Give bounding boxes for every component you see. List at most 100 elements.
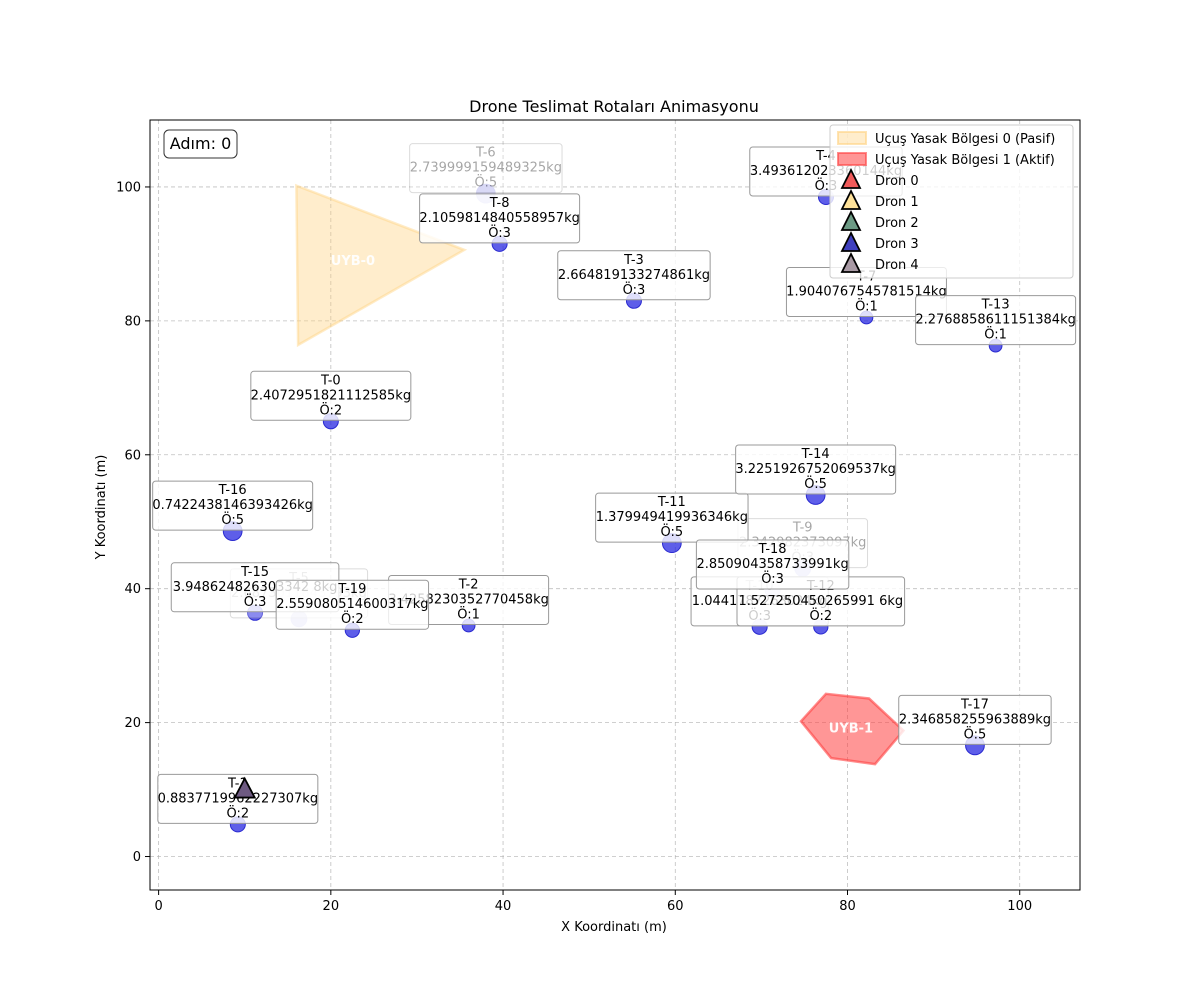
delivery-label-text: Ö:3: [761, 570, 784, 587]
x-tick-label: 40: [495, 899, 512, 914]
delivery-label-box: [898, 694, 1052, 745]
delivery-label-text: T-0: [320, 373, 341, 388]
delivery-label-text: T-18: [758, 542, 787, 557]
legend-drone-icon: [840, 209, 862, 231]
no-fly-zone: [295, 183, 468, 348]
y-tick-label: 100: [116, 180, 141, 195]
legend-drone-label: Dron 1: [875, 195, 919, 210]
delivery-label-text: T-11: [657, 495, 686, 510]
legend-drone-icon: [840, 251, 862, 273]
delivery-label-text: T-19: [337, 582, 366, 597]
delivery-label-text: Ö:5: [804, 475, 827, 492]
x-tick-label: 20: [323, 899, 340, 914]
step-indicator-box: [163, 129, 238, 159]
delivery-label-box: [152, 480, 314, 531]
step-indicator: Adım: 0: [163, 129, 238, 159]
delivery-label-box: [409, 143, 563, 194]
delivery-label-text: T-8: [489, 196, 510, 211]
legend-drone-icon: [840, 230, 862, 252]
y-tick-label: 20: [124, 716, 141, 731]
legend-drone-label: Dron 0: [875, 174, 919, 189]
legend-drone-label: Dron 2: [875, 216, 919, 231]
delivery-label-text: Ö:3: [244, 593, 267, 610]
x-axis-label: X Koordinatı (m): [561, 920, 667, 935]
delivery-label-text: 2.1059814840558957kg: [419, 211, 580, 226]
delivery-label-box: [250, 370, 412, 421]
delivery-label-text: T-14: [801, 447, 830, 462]
plot-frame: [149, 119, 1081, 891]
delivery-label-text: 2.739999159489325kg: [410, 161, 562, 176]
delivery-label-text: Ö:2: [809, 607, 832, 624]
delivery-label-text: 2.664819133274861kg: [558, 268, 710, 283]
delivery-label-text: Ö:5: [964, 725, 987, 742]
legend-zone-label: Uçuş Yasak Bölgesi 0 (Pasif): [875, 132, 1055, 147]
delivery-label-text: T-2: [458, 578, 479, 593]
y-tick-label: 80: [124, 314, 141, 329]
delivery-label-text: Ö:2: [320, 401, 343, 418]
delivery-label-text: 3.2251926752069537kg: [735, 462, 896, 477]
delivery-label-text: T-16: [218, 483, 247, 498]
delivery-label-box: [419, 193, 581, 244]
legend-drone-label: Dron 4: [875, 258, 919, 273]
delivery-label-text: T-3: [623, 253, 644, 268]
legend-drone-icon: [840, 167, 862, 189]
y-tick-label: 40: [124, 582, 141, 597]
legend-zone-swatch: [837, 152, 867, 166]
delivery-label-text: 2.2768858611151384kg: [915, 313, 1076, 328]
delivery-label-text: Ö:1: [984, 326, 1007, 343]
legend-zone-swatch: [837, 131, 867, 145]
delivery-label-text: Ö:2: [341, 610, 364, 627]
delivery-label-box: [275, 579, 430, 630]
legend-zone-label: Uçuş Yasak Bölgesi 1 (Aktif): [875, 153, 1055, 168]
delivery-label-box: [735, 444, 897, 495]
x-tick-label: 80: [839, 899, 856, 914]
legend-drone-label: Dron 3: [875, 237, 919, 252]
delivery-label-text: Ö:5: [475, 174, 498, 191]
delivery-label-text: 1.9040767545781514kg: [786, 285, 947, 300]
delivery-label-text: Ö:3: [488, 224, 511, 241]
y-tick-label: 0: [133, 850, 141, 865]
delivery-label-box: [157, 773, 319, 824]
drone-marker: [233, 776, 257, 799]
delivery-label-text: 1.379949419936346kg: [596, 510, 748, 525]
delivery-label-text: T-6: [475, 146, 496, 161]
delivery-label-text: T-15: [240, 565, 269, 580]
x-tick-label: 60: [667, 899, 684, 914]
legend: Uçuş Yasak Bölgesi 0 (Pasif) Uçuş Yasak B…: [829, 124, 1074, 279]
delivery-label-text: 1.527250450265991 6kg: [738, 594, 903, 609]
x-tick-label: 100: [1007, 899, 1032, 914]
legend-drone-icon: [840, 188, 862, 210]
delivery-label-text: 2.4072951821112585kg: [251, 388, 412, 403]
delivery-label-box: [557, 250, 711, 301]
delivery-label-text: T-13: [981, 298, 1010, 313]
chart-title: Drone Teslimat Rotaları Animasyonu: [469, 97, 759, 116]
delivery-label-box: [695, 539, 850, 590]
delivery-label-text: Ö:2: [227, 804, 250, 821]
legend-box: [829, 124, 1074, 279]
delivery-label-text: Ö:1: [855, 298, 878, 315]
no-fly-zone: [799, 692, 906, 766]
delivery-label-text: Ö:1: [457, 606, 480, 623]
delivery-label-text: 0.8837719962227307kg: [158, 791, 319, 806]
delivery-label-text: 2.346858255963889kg: [899, 712, 1051, 727]
delivery-label-text: Ö:5: [221, 511, 244, 528]
delivery-label-text: Ö:5: [661, 523, 684, 540]
step-indicator-label: Adım: 0: [170, 134, 232, 153]
plot-area: 0 20 40 60 80 100 0 20 40 60 80 100 UYB-0 UYB-1 T-02.4…: [116, 119, 1081, 914]
delivery-label-box: [595, 492, 749, 543]
delivery-label-text: 2.850904358733991kg: [696, 557, 848, 572]
y-tick-label: 60: [124, 448, 141, 463]
